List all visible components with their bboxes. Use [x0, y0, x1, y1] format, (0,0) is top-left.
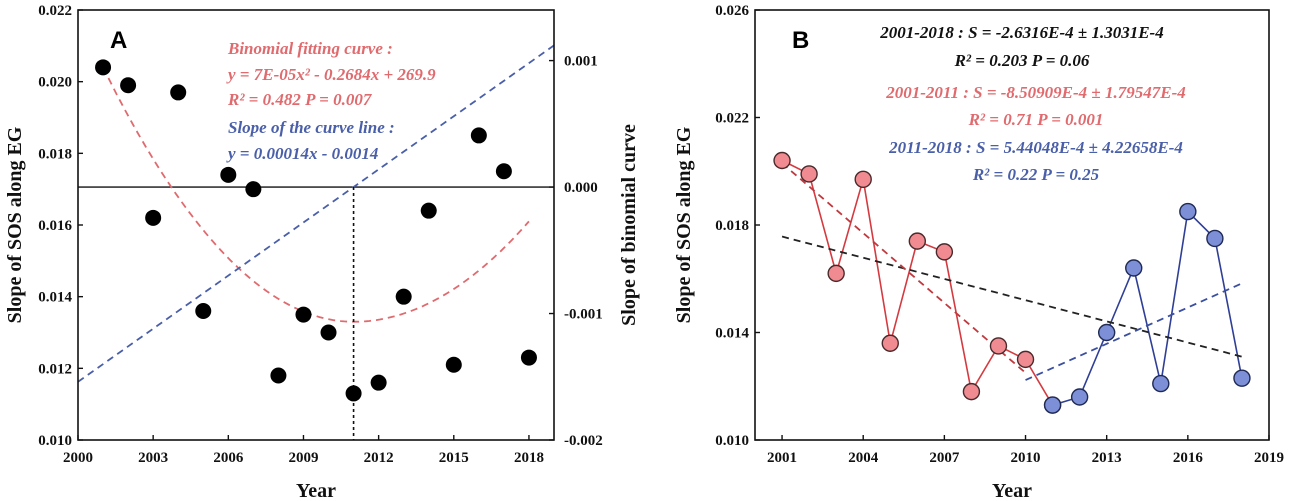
point-2011-2018-2014: [1125, 259, 1143, 277]
point-2014: [420, 202, 437, 219]
x-tick-label: 2009: [288, 450, 318, 466]
panel-b: 2001 2004 2007 2010 2013 2016 2019 0.010 0.014 0…: [673, 3, 1284, 501]
x-tick-label: 2012: [364, 450, 394, 466]
point-2001: [95, 59, 112, 76]
point-2011: [345, 385, 362, 402]
point-2008: [270, 367, 287, 384]
x-tick-label: 2019: [1254, 450, 1284, 466]
point-2001-2011-2006: [908, 232, 927, 250]
annotation-2001-2011-stats: R² = 0.71 P = 0.001: [968, 110, 1104, 129]
x-tick-label: 2015: [439, 450, 469, 466]
annotation-slope-equation: y = 0.00014x - 0.0014: [226, 144, 378, 163]
x-tick-label: 2000: [63, 450, 93, 466]
point-2001-2011-2003: [827, 264, 845, 283]
point-2017: [495, 163, 512, 180]
point-2018: [520, 349, 537, 366]
trend-line-2001-2011: [781, 162, 1027, 374]
annotation-fit-equation: y = 7E-05x² - 0.2684x + 269.9: [226, 65, 436, 84]
slope-curve-line: [77, 44, 555, 383]
point-2011-2018-2011: [1043, 396, 1062, 414]
point-2011-2018-2017: [1206, 229, 1224, 248]
point-2011-2018-2018: [1233, 369, 1251, 387]
y-tick-label: 0.026: [715, 3, 749, 19]
annotation-fit-title: Binomial fitting curve :: [227, 39, 393, 58]
point-2001-2011-2001: [773, 151, 791, 170]
x-tick-label: 2016: [1173, 450, 1204, 466]
y-tick-label: 0.010: [38, 433, 72, 449]
panel-b-frame: [754, 9, 1270, 441]
point-2006: [220, 166, 237, 183]
y-tick-label: 0.014: [38, 290, 72, 306]
panel-a-label: A: [110, 27, 127, 54]
annotation-fit-stats: R² = 0.482 P = 0.007: [227, 90, 373, 109]
y2-tick-label: -0.002: [564, 433, 603, 449]
point-2010: [320, 324, 337, 341]
point-2011-2018-2013: [1097, 323, 1116, 342]
y-tick-label: 0.010: [715, 433, 749, 449]
point-2011-2018-2012: [1070, 388, 1089, 406]
point-2015: [445, 356, 462, 373]
point-2003: [145, 209, 162, 226]
panel-b-x-axis-label: Year: [992, 480, 1032, 501]
panel-a-y2-axis-label: Slope of binomial curve: [618, 124, 640, 326]
trend-line-2001-2018: [781, 235, 1243, 358]
annotation-2001-2018: 2001-2018 : S = -2.6316E-4 ± 1.3031E-4: [879, 23, 1163, 42]
x-tick-label: 2013: [1092, 450, 1122, 466]
scatter-points: [95, 59, 537, 402]
point-2009: [295, 306, 312, 323]
point-2002: [120, 77, 137, 94]
y-tick-label: 0.016: [38, 218, 72, 234]
x-tick-label: 2003: [138, 450, 168, 466]
y-tick-label: 0.020: [38, 75, 72, 91]
point-2011-2018-2015: [1152, 374, 1170, 393]
point-2001-2011-2009: [989, 337, 1008, 355]
y2-tick-label: 0.000: [564, 180, 598, 196]
y-tick-label: 0.022: [715, 111, 749, 127]
point-2001-2011-2004: [854, 170, 872, 189]
point-2016: [470, 127, 487, 144]
point-2012: [370, 374, 387, 391]
point-2001-2011-2005: [881, 334, 899, 352]
x-tick-label: 2018: [514, 450, 544, 466]
point-2001-2011-2010: [1016, 350, 1035, 369]
point-2001-2011-2008: [962, 382, 981, 401]
x-tick-label: 2006: [213, 450, 244, 466]
point-2005: [195, 303, 212, 319]
x-tick-label: 2007: [929, 450, 960, 466]
annotation-2011-2018-stats: R² = 0.22 P = 0.25: [972, 165, 1100, 184]
y2-tick-label: -0.001: [564, 307, 603, 323]
panel-b-label: B: [792, 27, 809, 54]
y-tick-label: 0.018: [38, 146, 72, 162]
y-tick-label: 0.018: [715, 218, 749, 234]
panel-a-y-axis-label: Slope of SOS along EG: [4, 126, 26, 323]
panel-a: 2000 2003 2006 2009 2012 2015 2018 0.010 0.012 0…: [4, 3, 640, 501]
panel-b-y-axis-label: Slope of SOS along EG: [673, 126, 695, 323]
panel-a-x-axis-label: Year: [296, 480, 336, 501]
annotation-2011-2018: 2011-2018 : S = 5.44048E-4 ± 4.22658E-4: [888, 138, 1183, 157]
annotation-2001-2011: 2001-2011 : S = -8.50909E-4 ± 1.79547E-4: [885, 83, 1186, 102]
point-2001-2011-2007: [935, 243, 954, 261]
point-2011-2018-2016: [1179, 202, 1197, 221]
x-tick-label: 2004: [848, 450, 879, 466]
point-2001-2011-2002: [800, 165, 818, 183]
x-tick-label: 2001: [767, 450, 797, 466]
annotation-slope-title: Slope of the curve line :: [228, 118, 395, 137]
y-tick-label: 0.014: [715, 326, 749, 342]
binomial-fit-curve: [102, 66, 530, 323]
point-2004: [170, 84, 187, 101]
trend-line-2011-2018: [1025, 282, 1243, 381]
y-tick-label: 0.022: [38, 3, 72, 19]
point-2007: [245, 181, 262, 198]
y2-tick-label: 0.001: [564, 54, 598, 70]
x-tick-label: 2010: [1011, 450, 1041, 466]
y-tick-label: 0.012: [38, 361, 72, 377]
annotation-2001-2018-stats: R² = 0.203 P = 0.06: [954, 51, 1090, 70]
point-2013: [395, 288, 412, 305]
